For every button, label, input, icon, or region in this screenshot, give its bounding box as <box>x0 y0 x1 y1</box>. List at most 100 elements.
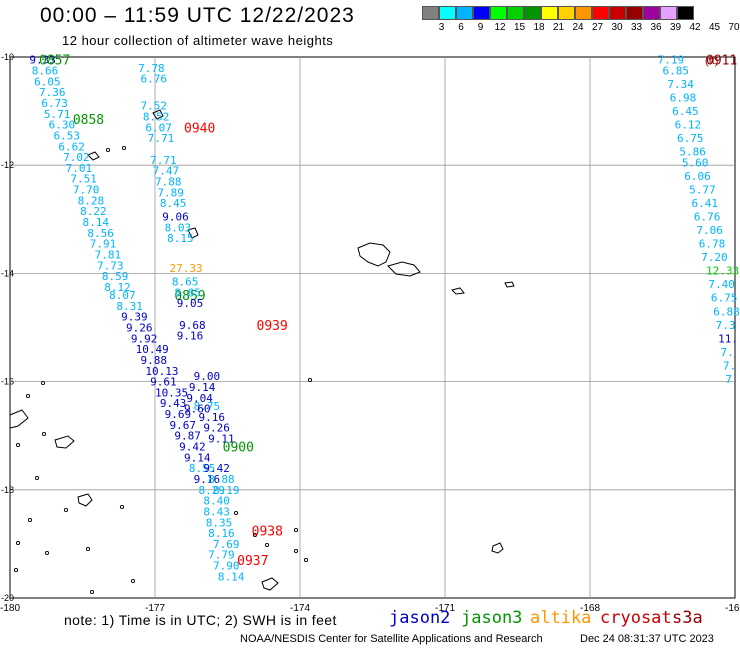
wave-height-label: 6.78 <box>699 238 726 251</box>
wave-height-label: 9.43 <box>160 397 187 410</box>
island-outline <box>451 287 465 295</box>
lon-tick-label: -168 <box>580 603 600 614</box>
wave-height-label: 6.05 <box>34 75 61 88</box>
legend-swatch <box>609 6 626 20</box>
wave-height-label: 10.35 <box>155 386 188 399</box>
wave-height-label: 7.02 <box>63 151 90 164</box>
wave-height-label: 8.56 <box>87 227 114 240</box>
wave-height-label: 8.85 <box>174 286 201 299</box>
island-dot <box>13 567 19 573</box>
legend-swatch <box>507 6 524 20</box>
wave-height-label: 8.16 <box>208 527 235 540</box>
wave-height-label: 9.61 <box>150 376 177 389</box>
island-outline <box>9 409 29 429</box>
wave-height-label: 9.69 <box>165 408 192 421</box>
wave-height-label: 10.13 <box>145 365 178 378</box>
legend-swatch <box>575 6 592 20</box>
legend-swatch <box>490 6 507 20</box>
wave-height-label: 8.66 <box>32 65 59 78</box>
wave-height-label: 7.69 <box>213 538 240 551</box>
wave-height-label: 5.77 <box>689 184 716 197</box>
island-dot <box>40 380 46 386</box>
plot-frame <box>9 56 736 599</box>
island-dot <box>89 589 95 595</box>
wave-height-label: 9.16 <box>194 473 221 486</box>
pass-time-label: 0900 <box>223 441 254 456</box>
island-outline <box>77 493 93 507</box>
lon-tick-label: -174 <box>290 603 310 614</box>
island-outline <box>152 109 164 120</box>
wave-height-label: 9.39 <box>121 311 147 324</box>
lon-tick-label: -180 <box>0 603 20 614</box>
legend-unit-label: (ft) <box>705 55 718 67</box>
wave-height-label: 6.88 <box>713 305 740 318</box>
legend-swatch <box>422 6 439 20</box>
island-outline <box>261 577 279 591</box>
island-outline <box>357 242 391 267</box>
wave-height-label: 6.75 <box>711 292 738 305</box>
legend-label: 3 <box>438 22 445 33</box>
wave-height-label: 8.88 <box>208 473 235 486</box>
wave-height-label: 11. <box>718 332 738 345</box>
legend-swatch <box>643 6 660 20</box>
wave-height-label: 8.12 <box>104 281 131 294</box>
legend-label: 9 <box>477 22 484 33</box>
wave-height-label: 6.41 <box>692 197 719 210</box>
wave-height-label: 9.11 <box>208 432 235 445</box>
island-dot <box>252 532 258 538</box>
wave-height-label: 8.15 <box>167 232 194 245</box>
wave-height-label: 8.59 <box>102 270 129 283</box>
legend-label: 21 <box>552 22 565 33</box>
satellite-name: jason3 <box>461 608 523 628</box>
wave-height-label: 8.52 <box>143 111 170 124</box>
wave-height-label: 7.78 <box>138 62 165 75</box>
wave-height-label: 7.20 <box>701 251 728 264</box>
legend-label: 15 <box>513 22 526 33</box>
wave-height-label: 9.05 <box>177 297 204 310</box>
wave-height-label: 5.71 <box>44 108 70 121</box>
wave-height-label: 9.33 <box>29 54 56 67</box>
wave-height-label: 6.06 <box>684 170 711 183</box>
wave-height-label: 9.42 <box>179 441 206 454</box>
wave-height-label: 6.85 <box>663 65 690 78</box>
legend-swatch <box>456 6 473 20</box>
wave-height-label: 9.60 <box>184 403 211 416</box>
wave-height-label: 9.16 <box>199 411 226 424</box>
pass-time-label: 0939 <box>257 319 288 334</box>
lon-tick-label: -171 <box>435 603 455 614</box>
wave-height-label: 7.71 <box>150 154 177 167</box>
wave-height-label: 8.19 <box>213 484 240 497</box>
wave-height-label: 7.90 <box>213 560 240 573</box>
island-dot <box>303 557 309 563</box>
legend-label: 45 <box>708 22 721 33</box>
wave-height-label: 7.34 <box>667 78 694 91</box>
island-dot <box>264 542 270 548</box>
wave-height-label: 7.01 <box>66 162 93 175</box>
lat-tick-label: -18 <box>1 485 14 495</box>
legend-label: 12 <box>494 22 506 33</box>
wave-height-label: 6.62 <box>58 140 84 153</box>
pass-time-label: 0937 <box>237 554 268 569</box>
wave-height-label: 6.98 <box>670 92 697 105</box>
wave-height-label: 9.92 <box>131 332 158 345</box>
wave-height-label: 27.33 <box>170 262 203 275</box>
pass-time-label: 0938 <box>252 524 283 539</box>
wave-height-label: 8.14 <box>83 216 110 229</box>
island-dot <box>293 527 299 533</box>
wave-height-label: 8.75 <box>194 400 221 413</box>
island-dot <box>105 147 111 153</box>
wave-height-label: 7.73 <box>97 259 124 272</box>
wave-height-label: 9.26 <box>126 322 153 335</box>
legend-swatch <box>677 6 694 20</box>
wave-height-label: 9.00 <box>194 370 221 383</box>
wave-height-label: 9.67 <box>170 419 197 432</box>
legend-label: 42 <box>689 22 701 33</box>
wave-height-label: 7. <box>721 346 734 359</box>
lat-tick-label: -10 <box>1 52 14 62</box>
wave-height-label: 9.04 <box>186 392 213 405</box>
wave-height-label: 8.43 <box>203 505 230 518</box>
wave-height-label: 6.53 <box>54 129 81 142</box>
wave-height-label: 7.70 <box>73 184 100 197</box>
credit-text: NOAA/NESDIS Center for Satellite Applica… <box>240 633 543 645</box>
